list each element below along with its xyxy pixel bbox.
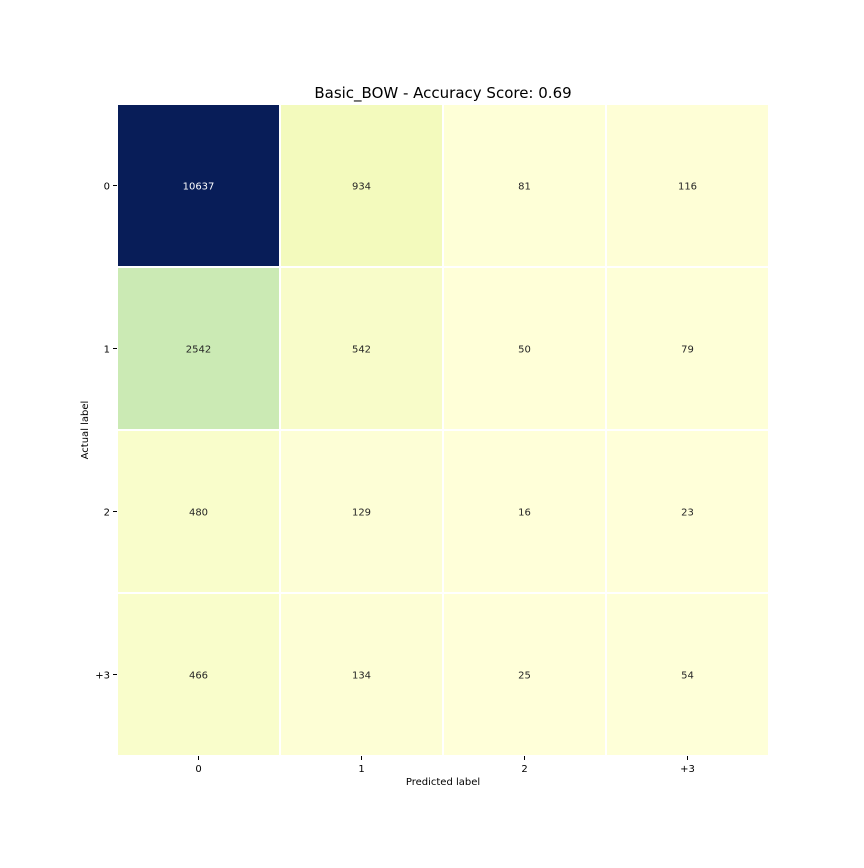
y-tick-label-3: +3: [95, 671, 110, 682]
cell-value-r3-c0: 466: [189, 671, 208, 682]
y-axis-ticks: 0 1 2 +3: [95, 182, 117, 682]
x-tick-label-0: 0: [195, 764, 201, 775]
cell-value-r0-c0: 10637: [183, 182, 215, 193]
cell-value-r0-c3: 116: [678, 182, 697, 193]
heatmap-cell-r1-c0: [116, 266, 281, 431]
x-tick-label-1: 1: [358, 764, 364, 775]
cell-value-r1-c3: 79: [681, 345, 694, 356]
cell-value-r2-c3: 23: [681, 508, 694, 519]
x-tick-label-2: 2: [521, 764, 527, 775]
cell-value-r3-c3: 54: [681, 671, 694, 682]
x-axis-ticks: 0 1 2 +3: [195, 756, 695, 775]
cell-value-r1-c1: 542: [352, 345, 371, 356]
cell-value-r2-c1: 129: [352, 508, 371, 519]
heatmap-cell-r0-c2: [442, 103, 607, 268]
cell-value-r1-c0: 2542: [186, 345, 211, 356]
heatmap-cell-r2-c3: [605, 429, 770, 594]
heatmap-cell-r0-c3: [605, 103, 770, 268]
heatmap-cells: [116, 103, 770, 757]
heatmap-cell-r2-c1: [279, 429, 444, 594]
y-axis-label: Actual label: [80, 401, 91, 460]
cell-value-r2-c0: 480: [189, 508, 208, 519]
heatmap-cell-r0-c0: [116, 103, 281, 268]
heatmap-cell-r3-c0: [116, 592, 281, 757]
heatmap-cell-r0-c1: [279, 103, 444, 268]
x-axis-label: Predicted label: [406, 777, 480, 788]
cell-value-r0-c2: 81: [518, 182, 531, 193]
cell-value-r3-c1: 134: [352, 671, 371, 682]
heatmap-cell-r1-c1: [279, 266, 444, 431]
y-tick-label-0: 0: [104, 182, 110, 193]
cell-value-labels: 10637 934 81 116 2542 542 50 79 480 129 16 23 466 134…: [183, 182, 697, 682]
heatmap-cell-r1-c3: [605, 266, 770, 431]
chart-title: Basic_BOW - Accuracy Score: 0.69: [314, 84, 571, 103]
cell-value-r1-c2: 50: [518, 345, 531, 356]
heatmap-cell-r3-c3: [605, 592, 770, 757]
x-tick-label-3: +3: [680, 764, 695, 775]
cell-value-r3-c2: 25: [518, 671, 531, 682]
cell-value-r0-c1: 934: [352, 182, 371, 193]
heatmap-cell-r3-c1: [279, 592, 444, 757]
y-tick-label-2: 2: [104, 508, 110, 519]
cell-value-r2-c2: 16: [518, 508, 531, 519]
y-tick-label-1: 1: [104, 345, 110, 356]
